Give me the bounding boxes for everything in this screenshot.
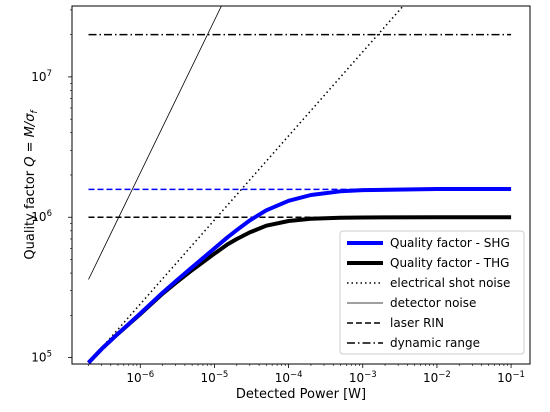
y-tick-label: 106 [31,209,52,224]
series-layer [87,6,512,364]
x-axis-label: Detected Power [W] [236,387,366,402]
legend-label-dynamic: dynamic range [390,336,480,350]
x-tick-label: 10−2 [423,370,451,385]
x-tick-label: 10−5 [201,370,229,385]
ticks-layer: 10−6 10−5 10−4 10−3 10−2 10−1 105 106 107 [31,9,525,385]
legend-label-shg: Quality factor - SHG [390,236,510,250]
legend-label-rin: laser RIN [390,316,444,330]
legend-label-thg: Quality factor - THG [390,256,509,270]
x-tick-label: 10−3 [349,370,377,385]
x-tick-label: 10−4 [275,370,303,385]
series-line-detector [88,6,222,280]
legend-box [339,230,525,355]
legend-label-shot: electrical shot noise [390,276,510,290]
series-line-shot [87,6,404,364]
legend: Quality factor - SHG Quality factor - THG… [339,230,525,355]
y-tick-label: 107 [31,69,52,84]
x-tick-label: 10−6 [126,370,154,385]
plot-frame [71,5,531,365]
series-line-shg [87,187,512,364]
y-axis-label: Quality factor Q = M/σf [23,109,40,260]
y-tick-label: 105 [31,350,52,365]
legend-label-detector: detector noise [390,296,476,310]
x-tick-label: 10−1 [497,370,525,385]
